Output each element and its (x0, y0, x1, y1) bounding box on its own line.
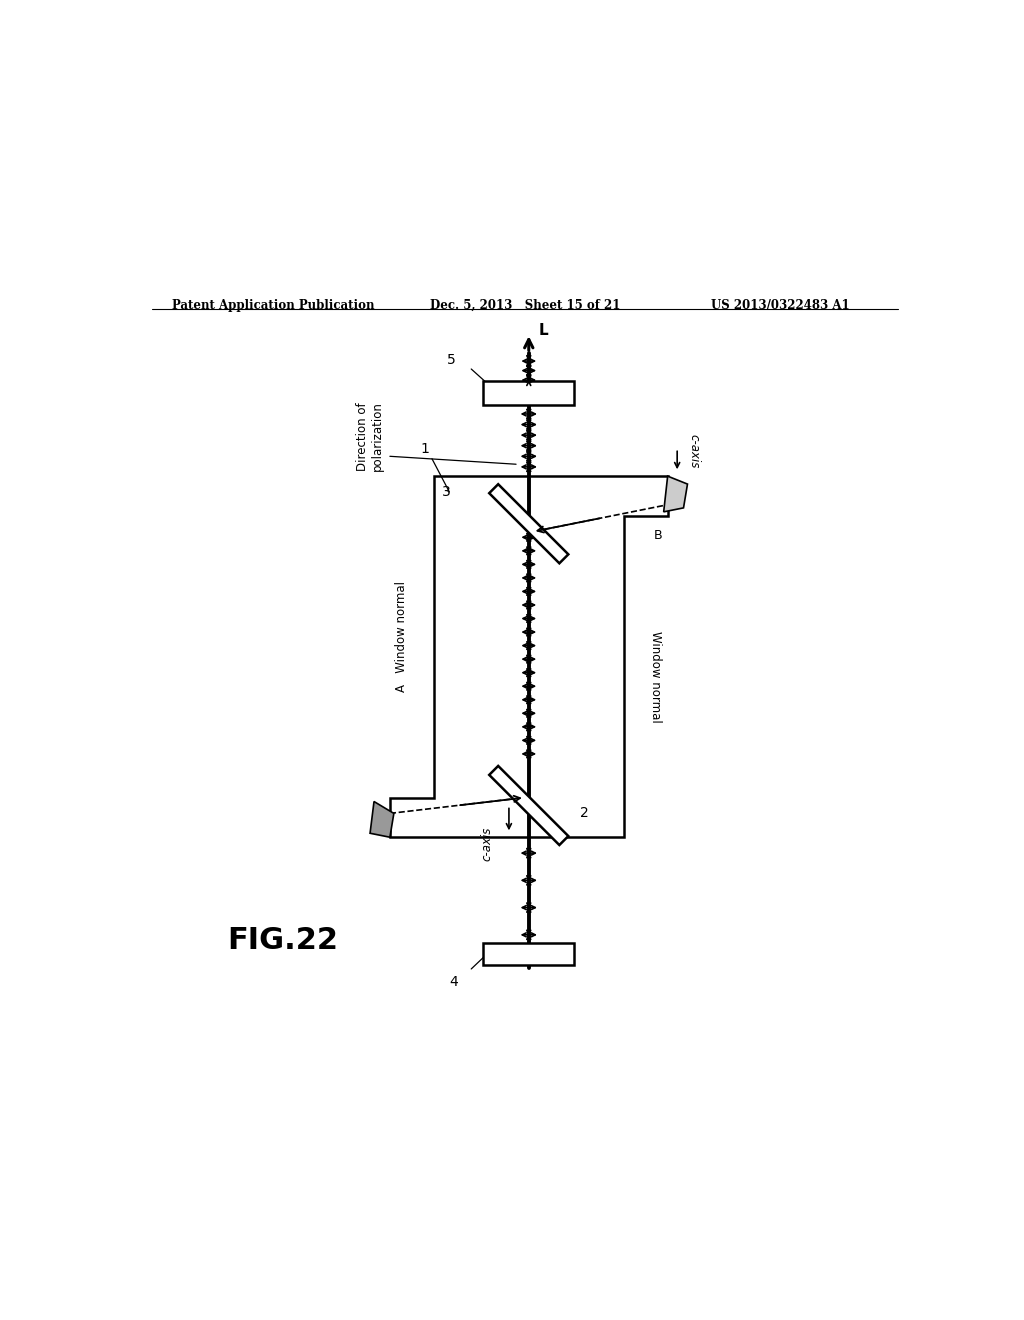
Text: 1: 1 (421, 442, 430, 457)
Text: L: L (539, 323, 548, 338)
Text: 5: 5 (446, 352, 456, 367)
Text: 4: 4 (449, 974, 458, 989)
Polygon shape (489, 484, 568, 564)
Text: A   Window normal: A Window normal (395, 581, 409, 692)
Text: Direction of
polarization: Direction of polarization (356, 401, 384, 471)
Polygon shape (370, 801, 394, 837)
Polygon shape (489, 766, 568, 845)
Bar (483, 942, 574, 965)
Polygon shape (664, 477, 687, 512)
Text: B: B (653, 529, 663, 543)
Text: c-axis: c-axis (687, 434, 700, 469)
Text: 3: 3 (441, 484, 451, 499)
Text: US 2013/0322483 A1: US 2013/0322483 A1 (712, 300, 850, 312)
Text: c-axis: c-axis (480, 826, 494, 861)
Bar (483, 381, 574, 405)
Text: Patent Application Publication: Patent Application Publication (172, 300, 374, 312)
Text: Window normal: Window normal (649, 631, 663, 722)
Text: FIG.22: FIG.22 (227, 925, 338, 954)
Text: 2: 2 (581, 807, 589, 821)
Text: Dec. 5, 2013   Sheet 15 of 21: Dec. 5, 2013 Sheet 15 of 21 (430, 300, 620, 312)
